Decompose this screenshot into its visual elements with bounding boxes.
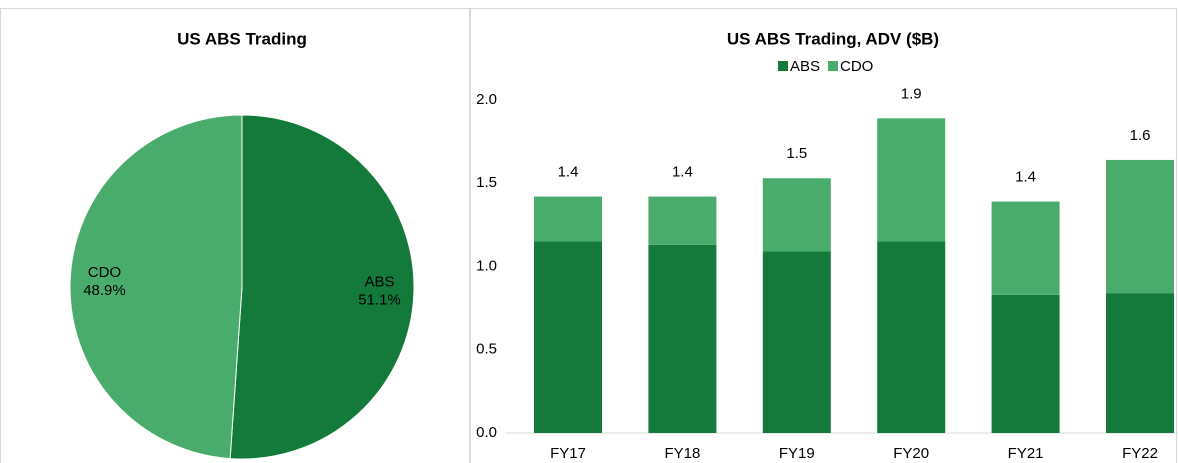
slice-label: CDO: [88, 264, 121, 281]
bar-segment: [534, 196, 602, 242]
x-tick-label: FY22: [1122, 445, 1158, 462]
y-tick-label: 0.5: [476, 341, 497, 358]
y-tick-label: 1.0: [476, 257, 497, 274]
bar-segment: [1106, 293, 1174, 433]
pie-title: US ABS Trading: [177, 29, 307, 48]
y-tick-label: 0.0: [476, 424, 497, 441]
y-tick-label: 1.5: [476, 174, 497, 191]
total-label: 1.5: [786, 145, 807, 162]
legend-swatch: [828, 61, 839, 71]
legend-label: CDO: [840, 58, 873, 75]
bar-segment: [877, 241, 946, 433]
bar-segment: [991, 294, 1060, 433]
slice-label: ABS: [365, 274, 395, 291]
x-tick-label: FY18: [664, 445, 700, 462]
bar-segment: [534, 241, 602, 433]
left-panel: [0, 8, 470, 463]
x-tick-label: FY20: [893, 445, 929, 462]
legend-swatch: [778, 61, 788, 71]
slice-value-label: 48.9%: [83, 282, 126, 299]
bar-segment: [877, 118, 946, 242]
x-tick-label: FY21: [1008, 445, 1044, 462]
bar-title: US ABS Trading, ADV ($B): [727, 29, 939, 48]
legend-label: ABS: [790, 58, 820, 75]
right-panel: [470, 8, 1177, 463]
x-tick-label: FY17: [550, 445, 586, 462]
total-label: 1.4: [672, 164, 693, 181]
bar-segment: [1106, 159, 1174, 294]
total-label: 1.6: [1130, 127, 1151, 144]
x-tick-label: FY19: [779, 445, 815, 462]
pie-slice: [69, 114, 243, 460]
y-tick-label: 2.0: [476, 91, 497, 108]
bar-segment: [762, 178, 831, 252]
bar-segment: [648, 244, 717, 433]
slice-value-label: 51.1%: [358, 292, 401, 309]
pie-slice: [229, 114, 415, 460]
total-label: 1.4: [558, 164, 579, 181]
total-label: 1.9: [901, 85, 922, 102]
bar-segment: [991, 201, 1060, 295]
bar-segment: [762, 251, 831, 433]
total-label: 1.4: [1015, 169, 1036, 186]
bar-segment: [648, 196, 717, 245]
